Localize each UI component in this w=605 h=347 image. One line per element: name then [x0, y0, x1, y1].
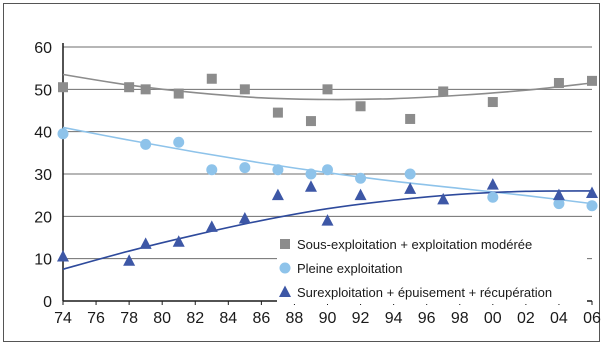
x-tick-label: 90 [319, 310, 337, 327]
data-point-triangle [437, 192, 450, 205]
data-point-triangle [552, 188, 565, 201]
data-point-circle [272, 164, 284, 176]
data-point-triangle [123, 254, 136, 266]
data-point-circle [322, 164, 333, 176]
x-tick-label: 76 [87, 310, 105, 327]
data-point-square [58, 82, 68, 93]
data-point-square [239, 84, 250, 95]
legend-marker-triangle [279, 285, 291, 297]
data-point-triangle [321, 214, 334, 226]
scatter-chart: 0 10 20 30 40 50 60 74 76 78 80 82 84 86 88 90 92 94 96 98 0… [34, 40, 601, 327]
legend: Sous-exploitation + exploitation modérée… [277, 231, 587, 304]
data-point-square [355, 101, 366, 112]
data-point-circle [355, 172, 367, 184]
data-point-triangle [57, 250, 69, 262]
x-tick-label: 00 [484, 310, 502, 327]
data-point-triangle [586, 186, 598, 199]
x-tick-label: 88 [286, 310, 304, 327]
data-point-square [322, 84, 333, 95]
x-tick-label: 82 [186, 310, 204, 327]
y-tick-label: 40 [34, 125, 52, 142]
data-point-square [587, 75, 597, 86]
data-point-circle [305, 168, 317, 180]
x-tick-label: 86 [252, 310, 270, 327]
data-point-circle [487, 191, 499, 203]
data-point-circle [57, 128, 69, 140]
legend-background [277, 231, 587, 304]
legend-marker-square [280, 239, 290, 249]
x-tick-label: 06 [583, 310, 601, 327]
data-point-triangle [172, 235, 185, 247]
data-point-circle [140, 138, 152, 150]
data-point-square [206, 73, 217, 84]
x-tick-label: 04 [550, 310, 568, 327]
data-point-triangle [354, 188, 367, 201]
y-tick-label: 20 [34, 209, 52, 226]
data-point-triangle [238, 211, 251, 224]
x-tick-label: 80 [153, 310, 171, 327]
data-point-circle [404, 168, 416, 180]
data-point-square [487, 97, 498, 108]
legend-label: Pleine exploitation [297, 261, 403, 276]
data-point-triangle [304, 180, 317, 192]
grid-layer [63, 46, 592, 260]
legend-marker-circle [279, 262, 291, 274]
y-tick-label: 30 [34, 167, 52, 184]
data-point-triangle [139, 237, 152, 249]
y-tick-label: 10 [34, 252, 52, 269]
x-tick-label: 78 [120, 310, 138, 327]
y-tick-label: 50 [34, 82, 52, 99]
data-point-circle [173, 136, 185, 148]
x-tick-label: 92 [352, 310, 370, 327]
data-point-square [272, 107, 283, 118]
y-tick-label: 60 [34, 40, 52, 57]
x-tick-label: 84 [219, 310, 237, 327]
data-point-square [553, 77, 564, 88]
data-point-circle [553, 198, 565, 210]
chart-frame: 0 10 20 30 40 50 60 74 76 78 80 82 84 86 88 90 92 94 96 98 0… [3, 3, 601, 342]
x-tick-label: 98 [451, 310, 469, 327]
data-point-square [405, 113, 416, 124]
x-tick-label: 96 [418, 310, 436, 327]
x-tick-label: 74 [54, 310, 72, 327]
data-point-square [140, 84, 151, 95]
data-point-circle [206, 164, 218, 176]
data-point-square [438, 86, 449, 97]
data-point-square [173, 88, 184, 99]
data-point-square [124, 82, 135, 93]
x-tick-label: 02 [517, 310, 535, 327]
data-point-circle [586, 200, 598, 212]
data-point-circle [239, 162, 251, 174]
data-point-triangle [486, 178, 499, 190]
legend-label: Sous-exploitation + exploitation modérée [297, 237, 532, 252]
data-point-triangle [404, 182, 417, 194]
x-tick-label: 94 [385, 310, 403, 327]
y-tick-label: 0 [43, 294, 52, 311]
data-point-square [305, 116, 316, 127]
data-point-triangle [271, 188, 284, 201]
point-layer [57, 73, 598, 266]
legend-label: Surexploitation + épuisement + récupérat… [297, 285, 552, 300]
data-point-triangle [205, 220, 218, 232]
